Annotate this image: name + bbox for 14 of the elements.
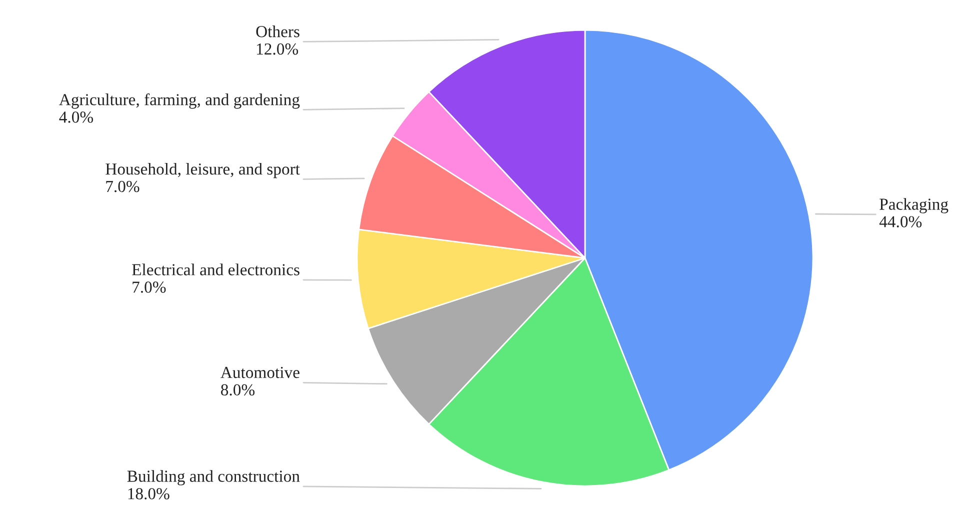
slice-label: Automotive (220, 366, 300, 378)
data-label: 12.0% (257, 43, 298, 55)
data-label: 18.0% (128, 488, 170, 500)
data-label: 7.0% (106, 180, 140, 192)
slice-label: Agriculture, farming, and gardening (59, 93, 300, 109)
slice-label: Packaging (880, 198, 948, 214)
data-label: 4.0% (59, 112, 94, 123)
slice-label: Electrical and electronics (132, 264, 300, 276)
slice-label: Others (256, 26, 300, 38)
slice-label: Household, leisure, and sport (106, 162, 300, 178)
data-label: 44.0% (879, 216, 922, 228)
data-label: 7.0% (132, 282, 166, 293)
slice-label: Building and construction (127, 470, 300, 486)
data-label: 8.0% (221, 384, 255, 396)
